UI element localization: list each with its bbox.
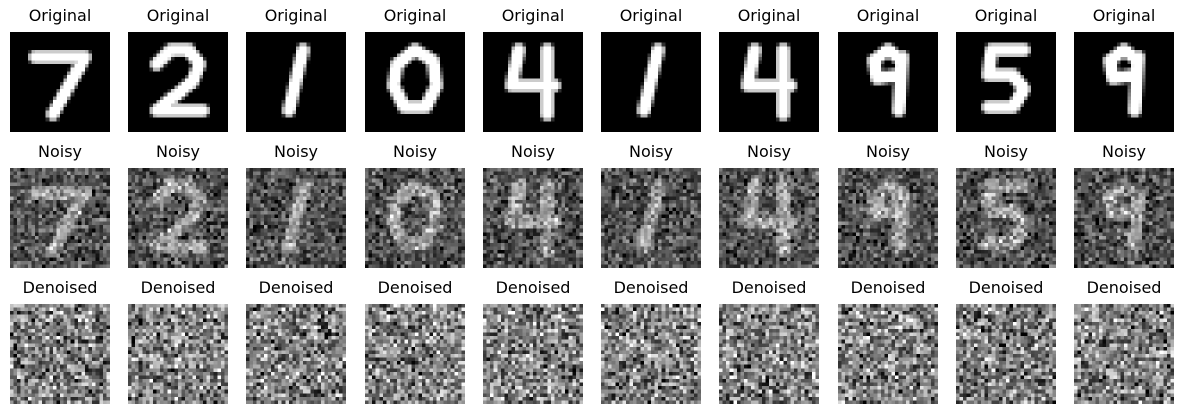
panel-title: Denoised	[731, 278, 807, 297]
digit-image	[10, 168, 110, 268]
digit-image	[128, 168, 228, 268]
digit-image	[246, 304, 346, 404]
digit-image	[601, 32, 701, 132]
panel-title: Noisy	[37, 142, 82, 161]
panel-title: Noisy	[510, 142, 555, 161]
digit-image	[601, 168, 701, 268]
panel-title: Denoised	[1086, 278, 1162, 297]
digit-image	[365, 32, 465, 132]
digit-image	[719, 168, 819, 268]
panel-title: Original	[737, 6, 801, 25]
panel-title: Denoised	[968, 278, 1044, 297]
digit-image	[1074, 168, 1174, 268]
digit-image	[365, 304, 465, 404]
digit-image	[365, 168, 465, 268]
panel-title: Noisy	[392, 142, 437, 161]
panel-title: Original	[264, 6, 328, 25]
digit-image	[246, 168, 346, 268]
panel-title: Original	[28, 6, 92, 25]
panel-title: Noisy	[983, 142, 1028, 161]
digit-image	[246, 32, 346, 132]
panel-title: Original	[383, 6, 447, 25]
panel-title: Noisy	[628, 142, 673, 161]
panel-title: Original	[501, 6, 565, 25]
panel-title: Noisy	[273, 142, 318, 161]
digit-image	[956, 304, 1056, 404]
panel-title: Denoised	[377, 278, 453, 297]
panel-title: Original	[146, 6, 210, 25]
digit-image	[838, 168, 938, 268]
digit-image	[956, 32, 1056, 132]
digit-image	[128, 304, 228, 404]
panel-title: Noisy	[865, 142, 910, 161]
digit-image	[838, 304, 938, 404]
digit-image	[1074, 32, 1174, 132]
panel-title: Denoised	[850, 278, 926, 297]
panel-title: Denoised	[613, 278, 689, 297]
digit-image	[1074, 304, 1174, 404]
digit-image	[483, 32, 583, 132]
panel-title: Denoised	[22, 278, 98, 297]
panel-title: Noisy	[1101, 142, 1146, 161]
digit-image	[483, 304, 583, 404]
panel-title: Original	[974, 6, 1038, 25]
panel-title: Noisy	[746, 142, 791, 161]
panel-title: Denoised	[258, 278, 334, 297]
panel-title: Denoised	[140, 278, 216, 297]
panel-title: Original	[856, 6, 920, 25]
panel-title: Noisy	[155, 142, 200, 161]
digit-image	[601, 304, 701, 404]
digit-image	[719, 32, 819, 132]
digit-image	[10, 304, 110, 404]
digit-image	[10, 32, 110, 132]
panel-title: Original	[1092, 6, 1156, 25]
digit-image	[483, 168, 583, 268]
digit-image	[719, 304, 819, 404]
digit-image	[956, 168, 1056, 268]
digit-image	[838, 32, 938, 132]
panel-title: Denoised	[495, 278, 571, 297]
panel-title: Original	[619, 6, 683, 25]
digit-image	[128, 32, 228, 132]
